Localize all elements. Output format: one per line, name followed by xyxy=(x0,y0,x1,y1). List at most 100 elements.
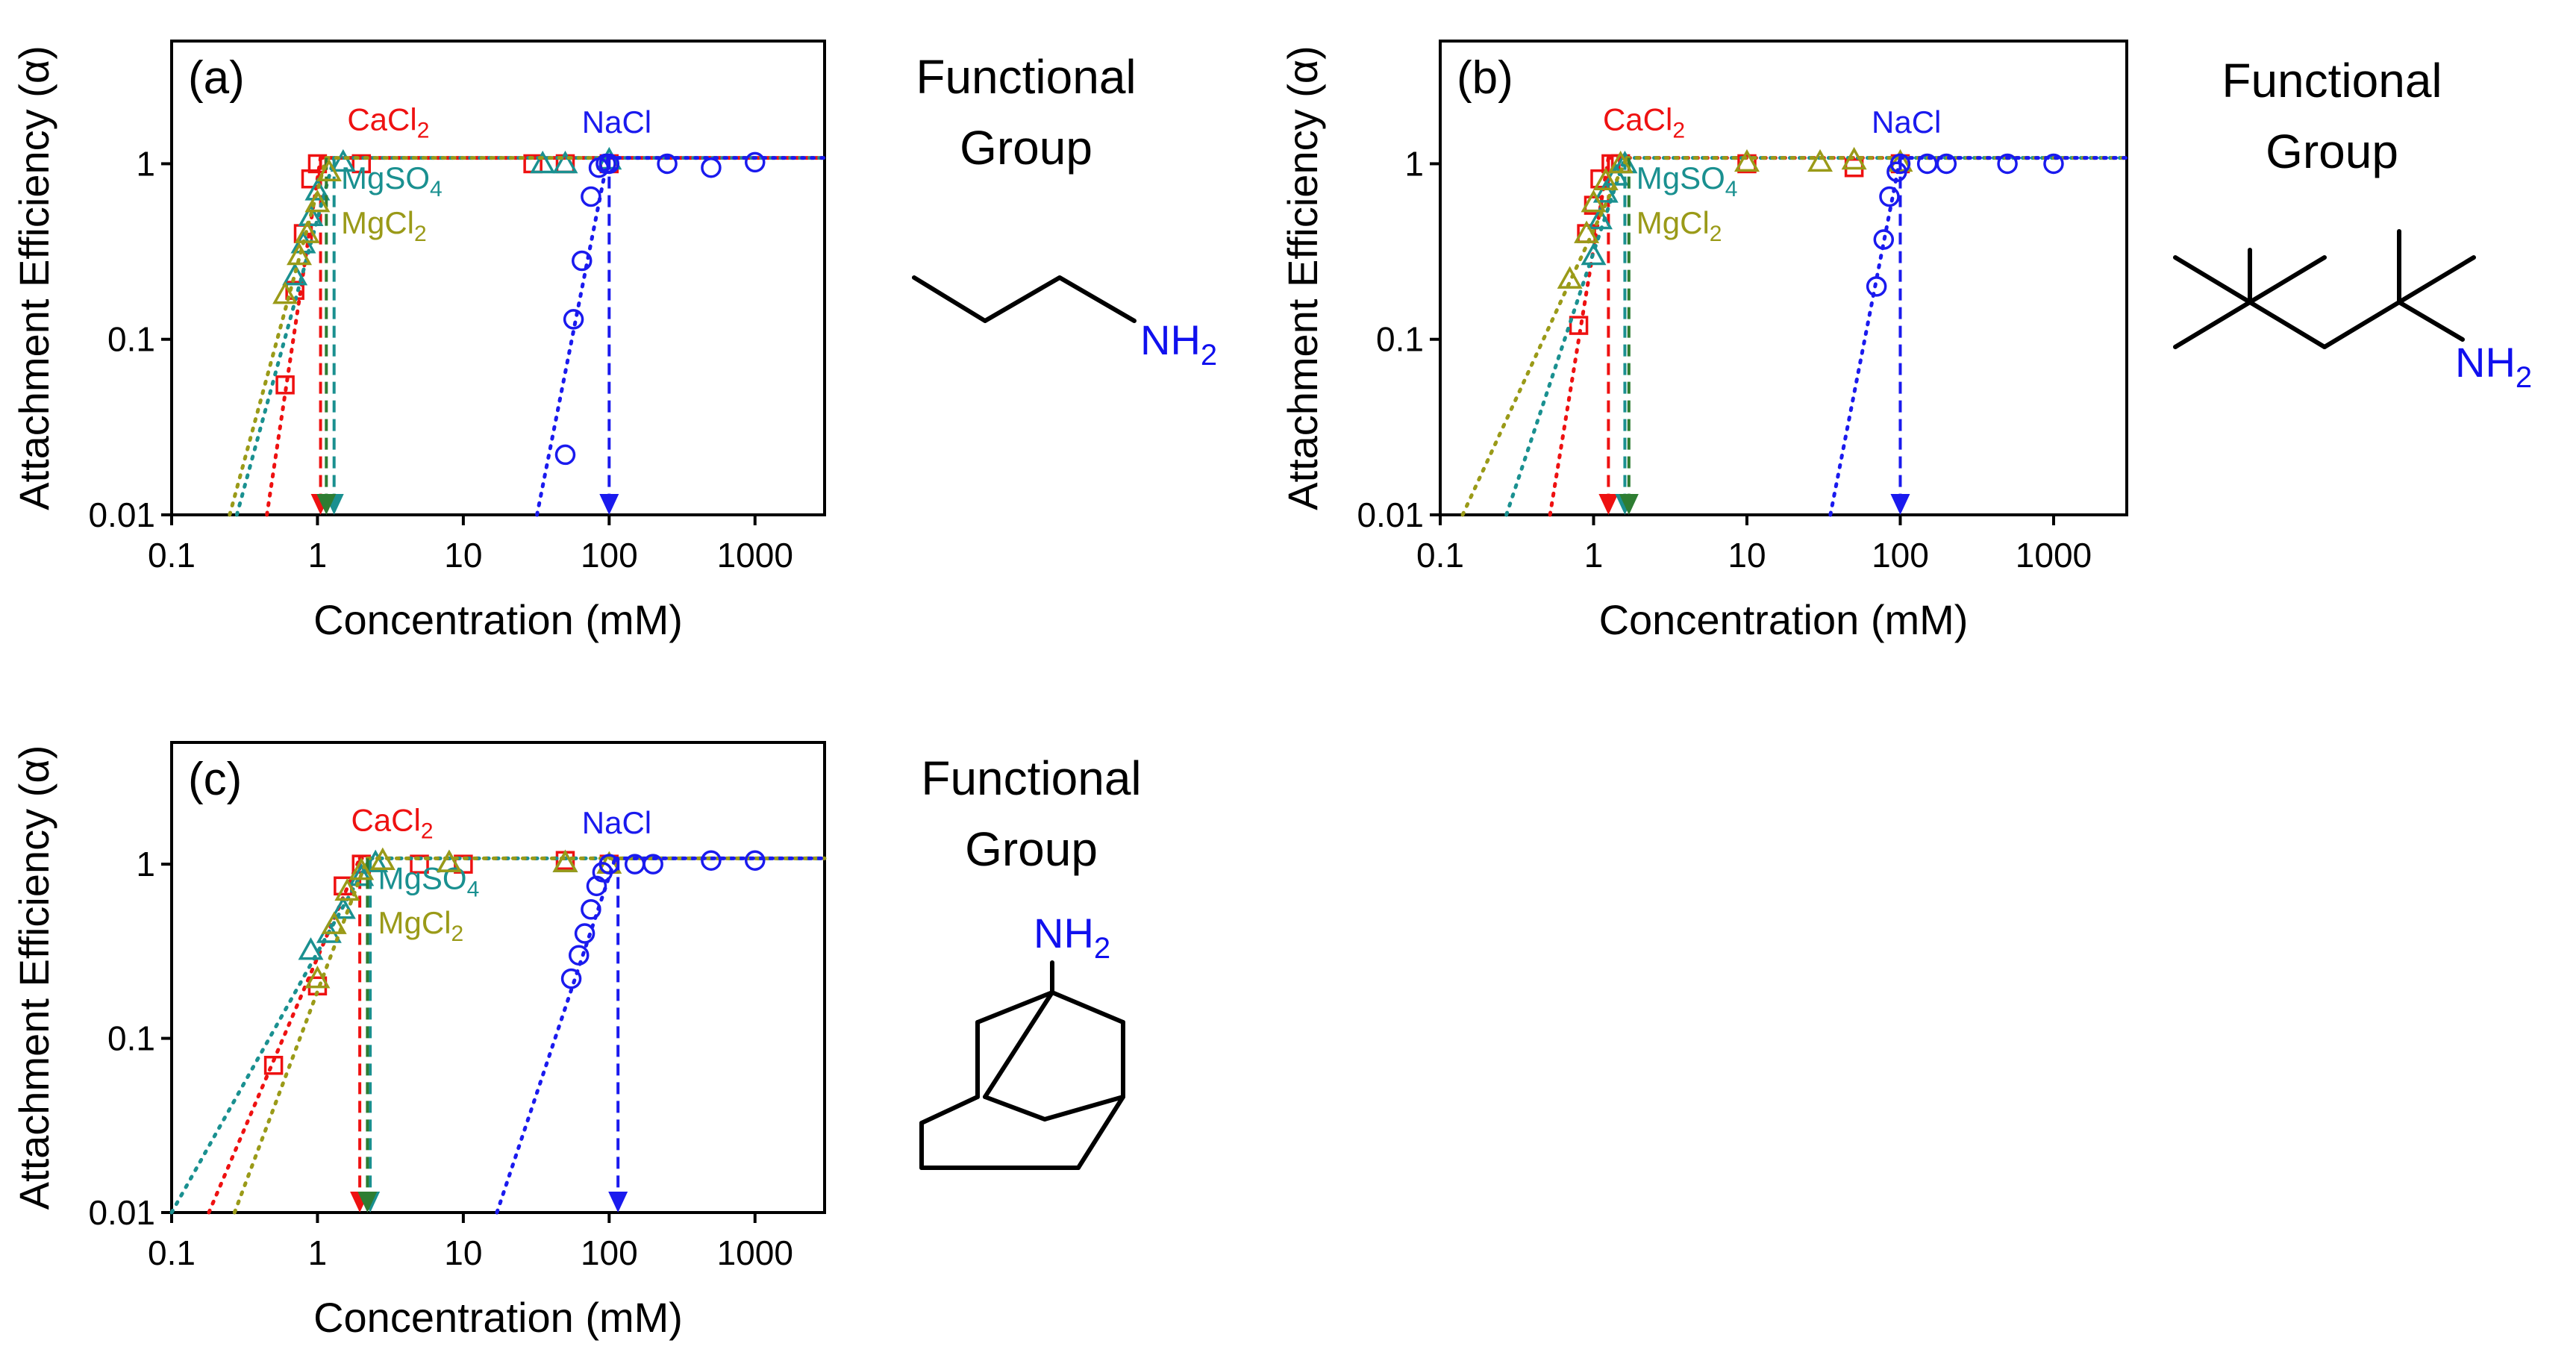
propylamine-skeleton xyxy=(912,275,1137,323)
x-axis-title: Concentration (mM) xyxy=(1599,596,1969,643)
data-point xyxy=(530,150,556,174)
ccc-arrow-head xyxy=(608,1192,628,1213)
data-point xyxy=(1592,180,1619,203)
x-tick-label: 1 xyxy=(308,536,328,575)
plot-frame xyxy=(1439,40,2128,516)
data-point xyxy=(554,444,576,466)
y-tick-label: 0.1 xyxy=(107,1019,155,1058)
data-point xyxy=(316,158,342,181)
series-label: MgCl2 xyxy=(378,905,464,946)
series-MgCl2: MgCl2 xyxy=(232,847,827,1215)
series-label: CaCl2 xyxy=(347,102,429,143)
series-label: NaCl xyxy=(1872,104,1941,140)
data-point xyxy=(348,863,375,886)
data-point xyxy=(1587,206,1613,230)
y-tick-label: 1 xyxy=(1404,144,1424,183)
y-tick-label: 0.1 xyxy=(1376,320,1424,359)
functional-group-a-title-line2: Group xyxy=(960,121,1092,175)
data-point xyxy=(436,849,462,872)
data-point xyxy=(586,875,607,897)
data-point xyxy=(568,945,590,966)
functional-group-b-title-line2: Group xyxy=(2266,125,2398,178)
x-tick-label: 1000 xyxy=(2016,536,2092,575)
data-point xyxy=(1866,276,1887,297)
data-point xyxy=(298,203,324,227)
y-tick-label: 0.01 xyxy=(1357,495,1424,534)
functional-group-b: Functional Group NH2 xyxy=(2173,54,2532,394)
data-point xyxy=(1607,150,1634,174)
series-NaCl: NaCl xyxy=(535,104,827,517)
data-point xyxy=(304,966,331,989)
series-NaCl: NaCl xyxy=(1828,104,2129,517)
functional-group-c: Functional Group NH2 xyxy=(919,751,1142,1170)
data-point xyxy=(1879,186,1900,207)
y-tick-label: 0.01 xyxy=(88,1193,155,1232)
series-MgCl2: MgCl2 xyxy=(228,156,827,517)
x-tick-label: 10 xyxy=(444,536,482,575)
panel-label: (b) xyxy=(1457,52,1513,104)
data-point xyxy=(1997,153,2018,175)
y-tick-label: 1 xyxy=(136,845,155,883)
data-point xyxy=(581,899,601,920)
data-point xyxy=(294,220,320,243)
ccc-arrow-head xyxy=(599,494,619,515)
data-point xyxy=(2043,153,2064,175)
data-point xyxy=(701,850,722,871)
fit-line-rising xyxy=(234,156,337,517)
data-point xyxy=(263,1055,284,1075)
data-point xyxy=(552,849,578,872)
data-point xyxy=(1574,220,1600,243)
data-point xyxy=(1887,148,1913,172)
plot-frame xyxy=(170,40,826,516)
data-point xyxy=(351,154,372,174)
series-CaCl2: CaCl2 xyxy=(207,803,827,1215)
ccc-arrow-head xyxy=(357,1192,378,1213)
functional-group-b-amine: NH2 xyxy=(2455,339,2532,394)
series-NaCl: NaCl xyxy=(495,805,827,1215)
data-point xyxy=(1603,163,1629,186)
data-point xyxy=(563,309,584,330)
functional-group-a: Functional Group NH2 xyxy=(912,50,1217,372)
panel-label: (c) xyxy=(188,754,242,805)
data-point xyxy=(574,923,595,944)
data-point xyxy=(701,157,722,178)
fit-line-rising xyxy=(232,856,369,1215)
data-point xyxy=(330,896,356,919)
fit-line-rising xyxy=(1828,156,1902,517)
data-point xyxy=(282,263,308,286)
data-point xyxy=(334,877,360,901)
data-point xyxy=(287,242,313,266)
fit-line-rising xyxy=(495,856,617,1215)
x-axis-title: Concentration (mM) xyxy=(313,596,683,643)
data-point xyxy=(560,968,582,989)
ccc-arrow-head xyxy=(1598,494,1619,515)
adamantane-skeleton xyxy=(919,960,1125,1170)
data-point xyxy=(572,250,593,272)
data-point xyxy=(1581,190,1607,213)
ccc-arrow-head xyxy=(1619,494,1639,515)
x-axis-title: Concentration (mM) xyxy=(313,1294,683,1341)
series-MgSO4: MgSO4 xyxy=(169,849,827,1215)
x-tick-label: 0.1 xyxy=(148,1233,196,1272)
data-point xyxy=(330,148,356,172)
series-label: MgCl2 xyxy=(1636,205,1722,246)
x-tick-label: 1 xyxy=(308,1233,328,1272)
panel-label: (a) xyxy=(188,52,245,104)
data-point xyxy=(598,153,620,175)
series-label: MgSO4 xyxy=(1636,160,1738,201)
x-tick-label: 10 xyxy=(444,1233,482,1272)
fit-line-rising xyxy=(1548,156,1610,517)
data-point xyxy=(275,375,295,395)
fit-line-rising xyxy=(265,156,323,517)
functional-group-c-amine: NH2 xyxy=(1034,910,1110,965)
x-tick-label: 1000 xyxy=(717,536,793,575)
series-MgSO4: MgSO4 xyxy=(1504,150,2129,517)
data-point xyxy=(1557,266,1583,289)
data-point xyxy=(1581,242,1607,266)
ccc-arrow-head xyxy=(316,494,337,515)
data-point xyxy=(1841,146,1867,170)
series-MgCl2: MgCl2 xyxy=(1460,146,2129,517)
